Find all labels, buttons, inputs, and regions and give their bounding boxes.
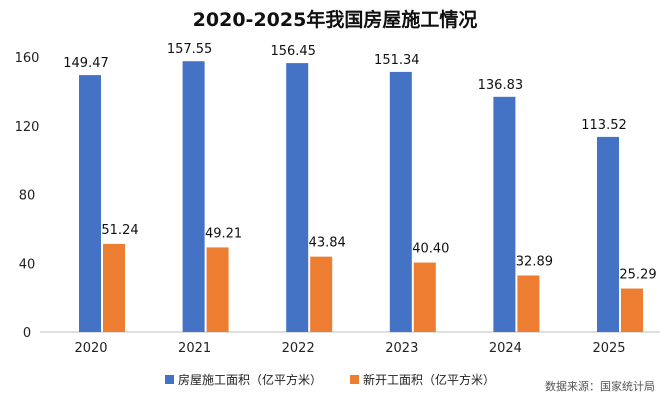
bar-new-start-area-2024	[517, 275, 540, 332]
bar-construction-area-2021	[182, 61, 205, 332]
legend-label: 新开工面积（亿平方米）	[363, 372, 495, 387]
bar-new-start-area-2022	[310, 256, 333, 332]
data-label: 40.40	[412, 242, 449, 257]
legend: 房屋施工面积（亿平方米） 新开工面积（亿平方米）	[165, 372, 495, 387]
x-tick-label: 2021	[178, 341, 211, 356]
bar-construction-area-2025	[597, 136, 619, 332]
bar-construction-area-2020	[79, 75, 101, 332]
source-note: 数据来源：国家统计局	[545, 379, 655, 393]
data-label: 51.24	[101, 223, 138, 238]
legend-swatch	[350, 375, 359, 384]
legend-swatch	[165, 375, 174, 384]
x-tick-label: 2024	[489, 341, 522, 356]
bar-construction-area-2022	[286, 63, 309, 332]
bar-new-start-area-2025	[621, 288, 643, 332]
data-label: 25.29	[619, 268, 656, 283]
data-label: 149.47	[63, 56, 109, 71]
chart-title: 2020-2025年我国房屋施工情况	[193, 8, 478, 31]
x-axis-ticks: 2020 2021 2022 2023 2024 2025	[74, 341, 625, 356]
bar-new-start-area-2021	[206, 247, 229, 332]
x-tick-label: 2020	[74, 341, 107, 356]
bar-new-start-area-2020	[103, 243, 125, 332]
data-label: 49.21	[205, 226, 242, 241]
y-tick-label: 0	[23, 326, 31, 341]
y-axis-ticks: 0 40 80 120 160	[15, 51, 40, 341]
x-tick-label: 2025	[592, 341, 625, 356]
data-label: 151.34	[374, 53, 420, 68]
data-label: 32.89	[516, 254, 553, 269]
y-tick-label: 40	[19, 257, 36, 272]
x-tick-label: 2022	[282, 341, 315, 356]
data-label: 43.84	[309, 236, 346, 251]
y-tick-label: 160	[15, 51, 40, 66]
data-label: 113.52	[581, 118, 627, 133]
legend-label: 房屋施工面积（亿平方米）	[178, 372, 322, 387]
data-label: 136.83	[478, 78, 524, 93]
y-tick-label: 80	[19, 189, 36, 204]
x-tick-label: 2023	[385, 341, 418, 356]
data-labels: 149.47 51.24 157.55 49.21 156.45 43.84 151.34 4…	[63, 42, 656, 282]
data-label: 157.55	[167, 42, 213, 57]
y-tick-label: 120	[15, 120, 40, 135]
bar-new-start-area-2023	[413, 262, 436, 332]
data-label: 156.45	[270, 44, 316, 59]
bar-construction-area-2023	[389, 71, 412, 333]
bars	[79, 61, 643, 333]
bar-construction-area-2024	[493, 96, 516, 332]
